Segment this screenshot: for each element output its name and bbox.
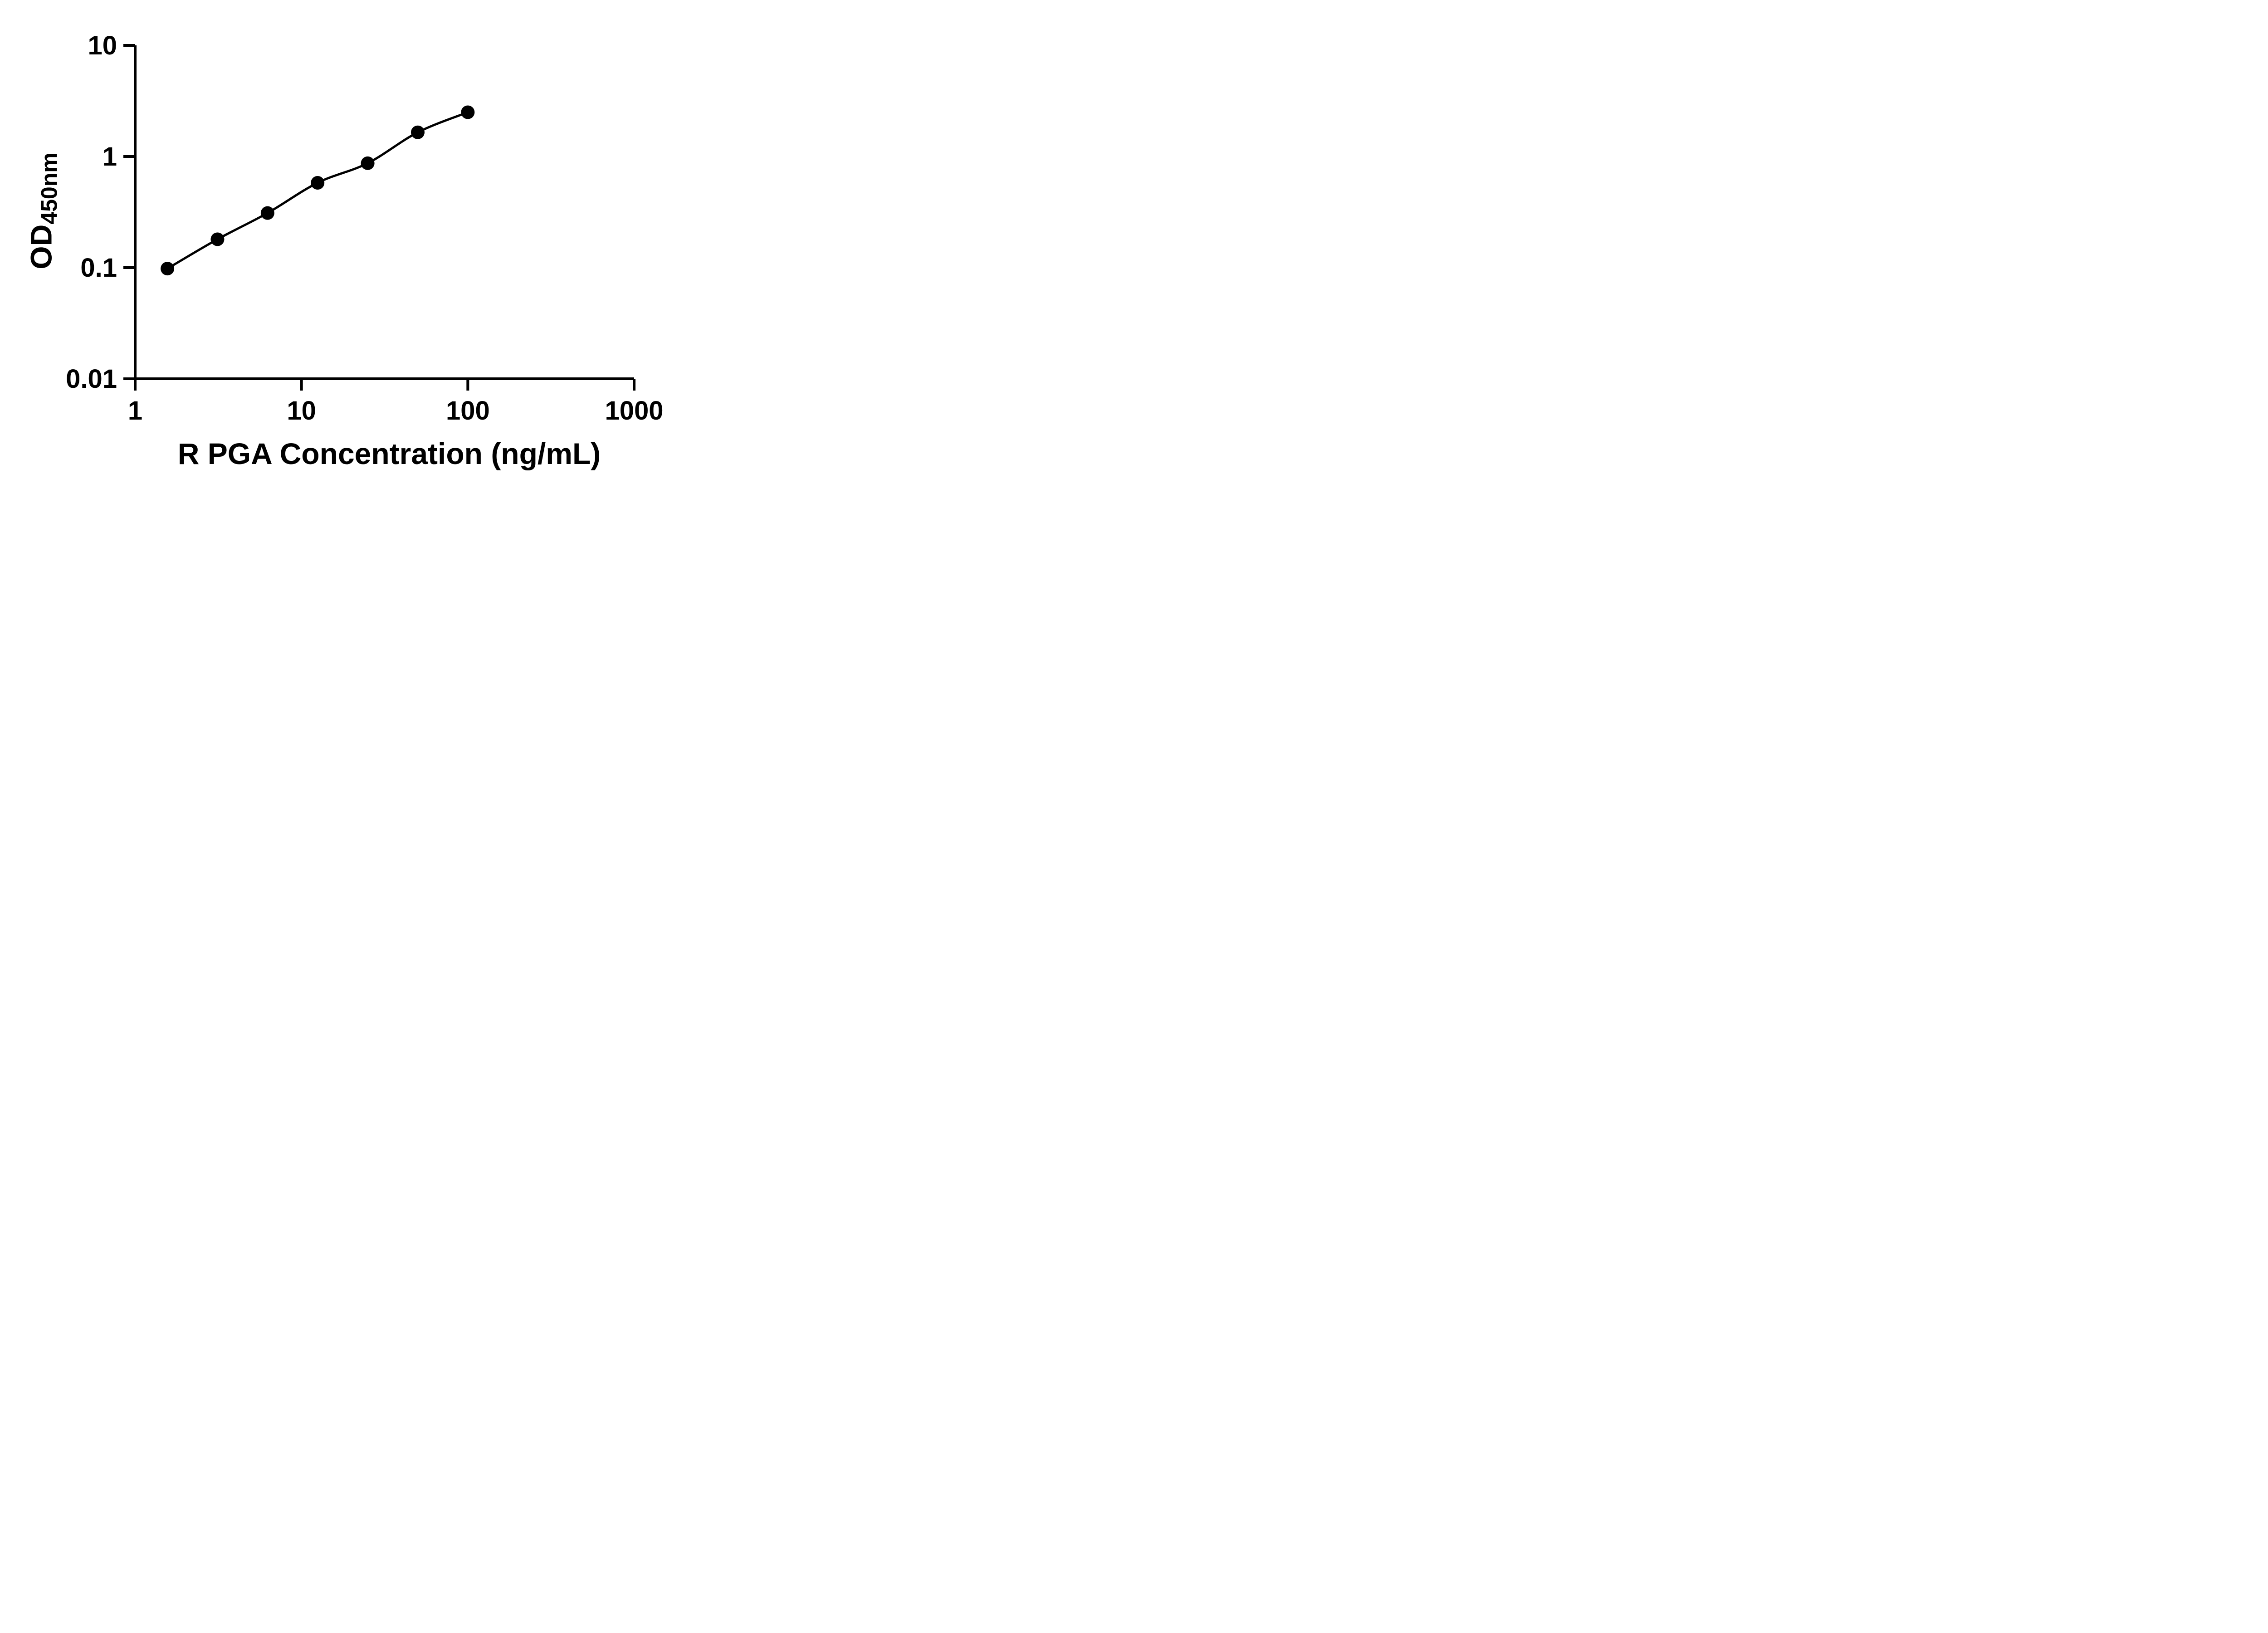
chart-canvas: 1 10 100 1000 0.01 0.1 1 10 bbox=[66, 31, 663, 425]
x-tick-label: 1 bbox=[128, 396, 142, 425]
y-tick-label: 0.1 bbox=[80, 253, 117, 283]
y-tick-label: 0.01 bbox=[66, 364, 117, 394]
axes-frame bbox=[134, 45, 634, 380]
data-point bbox=[210, 232, 225, 246]
y-tick-label: 1 bbox=[103, 142, 117, 171]
data-point bbox=[411, 125, 425, 139]
data-point bbox=[161, 262, 175, 276]
x-tick-label: 10 bbox=[287, 396, 316, 425]
data-point bbox=[361, 156, 375, 170]
data-point bbox=[461, 105, 475, 119]
x-tick-label: 1000 bbox=[605, 396, 663, 425]
x-tick-label: 100 bbox=[446, 396, 490, 425]
y-axis-title-main: OD bbox=[24, 224, 58, 269]
y-axis-title: OD450nm bbox=[24, 152, 63, 269]
data-point bbox=[260, 206, 274, 220]
elisa-standard-curve-figure: 1 10 100 1000 0.01 0.1 1 10 OD450nm R PGA Conce… bbox=[0, 0, 699, 490]
y-axis-title-subscript: 450nm bbox=[36, 152, 62, 225]
x-axis-title: R PGA Concentration (ng/mL) bbox=[177, 437, 601, 470]
y-tick-label: 10 bbox=[88, 31, 117, 60]
data-point bbox=[311, 176, 325, 190]
